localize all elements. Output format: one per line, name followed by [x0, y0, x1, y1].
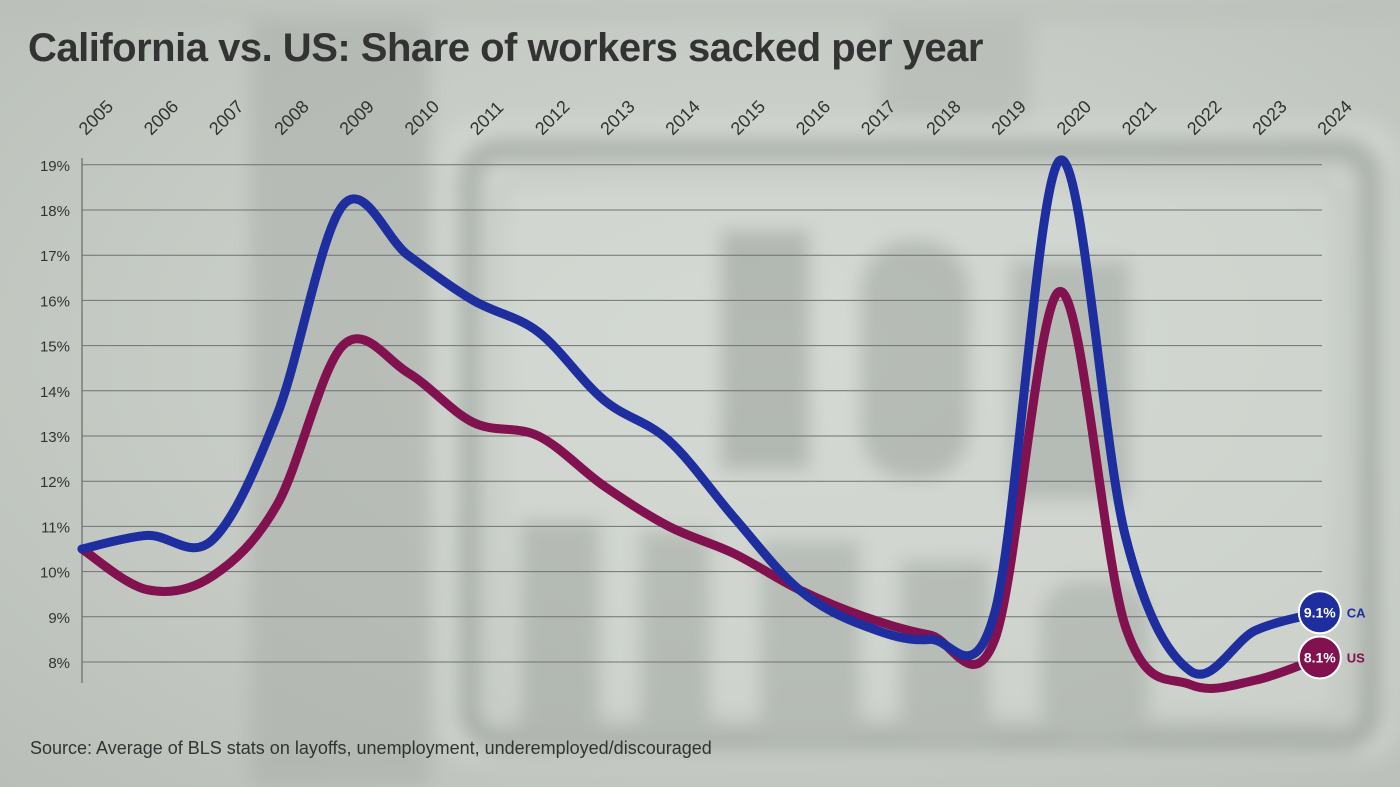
y-tick-label: 13% [40, 429, 70, 446]
x-tick-label: 2021 [1118, 96, 1160, 138]
source-note: Source: Average of BLS stats on layoffs,… [30, 738, 712, 758]
x-tick-label: 2016 [792, 96, 834, 138]
gridlines [81, 158, 1322, 683]
x-tick-label: 2007 [205, 96, 247, 138]
y-tick-label: 12% [40, 474, 70, 491]
y-tick-label: 16% [40, 293, 70, 310]
end-marker-ca [1297, 590, 1342, 635]
x-tick-label: 2008 [270, 96, 312, 138]
x-tick-label: 2010 [401, 96, 443, 138]
x-tick-label: 2020 [1053, 96, 1095, 138]
end-labels: 9.1% CA 8.1% US [1297, 590, 1366, 680]
y-tick-label: 18% [40, 203, 70, 220]
x-tick-label: 2006 [140, 96, 182, 138]
end-value-label: 8.1% [1304, 649, 1336, 665]
y-axis-tick-labels: 8% 9% 10% 11% 12% 13% 14% 15% 16% 17% 18% 19% [40, 158, 70, 672]
y-tick-label: 10% [40, 565, 70, 582]
y-tick-label: 8% [48, 655, 70, 672]
y-tick-label: 17% [40, 248, 70, 265]
x-tick-label: 2017 [857, 96, 899, 138]
x-tick-label: 2022 [1183, 96, 1225, 138]
y-tick-label: 15% [40, 339, 70, 356]
series-line-us [77, 286, 1326, 693]
x-tick-label: 2009 [335, 96, 377, 138]
x-tick-label: 2005 [75, 96, 117, 138]
series-line-ca [77, 155, 1326, 679]
x-tick-label: 2019 [987, 96, 1029, 138]
series-lines [77, 155, 1326, 693]
end-marker-us [1297, 635, 1342, 680]
x-tick-label: 2014 [661, 96, 703, 138]
x-tick-label: 2013 [596, 96, 638, 138]
x-tick-label: 2012 [531, 96, 573, 138]
x-tick-label: 2011 [466, 97, 508, 139]
series-tag-label: CA [1347, 605, 1366, 620]
y-tick-label: 11% [41, 519, 70, 536]
chart-title: California vs. US: Share of workers sack… [28, 26, 983, 70]
x-tick-label: 2018 [922, 96, 964, 138]
x-axis-tick-labels: 2005 2006 2007 2008 2009 2010 2011 2012 2013 2014… [75, 96, 1356, 138]
end-value-label: 9.1% [1304, 604, 1336, 620]
x-tick-label: 2023 [1248, 96, 1290, 138]
y-tick-label: 9% [48, 610, 70, 627]
x-tick-label: 2015 [727, 96, 769, 138]
y-tick-label: 14% [40, 384, 70, 401]
x-tick-label: 2024 [1313, 96, 1355, 138]
y-tick-label: 19% [40, 158, 70, 175]
series-tag-label: US [1347, 650, 1365, 665]
